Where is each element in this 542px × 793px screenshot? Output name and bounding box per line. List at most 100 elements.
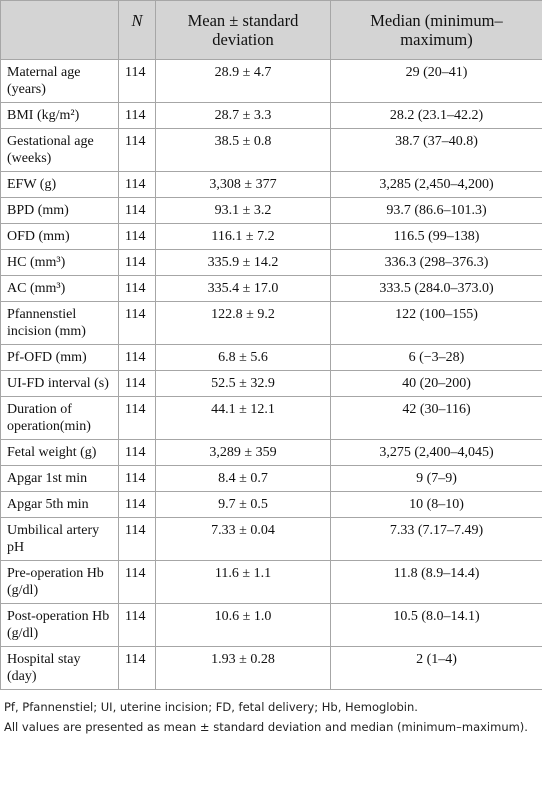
cell: 116.5 (99–138) — [330, 223, 542, 250]
row-label: AC (mm³) — [0, 275, 119, 302]
table-row: OFD (mm) 114 116.1 ± 7.2 116.5 (99–138) — [0, 223, 542, 250]
cell: 11.6 ± 1.1 — [155, 560, 331, 604]
row-label: Pfannenstiel incision (mm) — [0, 301, 119, 345]
table-row: Gestational age (weeks) 114 38.5 ± 0.8 38.7… — [0, 128, 542, 172]
table-row: Apgar 5th min 114 9.7 ± 0.5 10 (8–10) — [0, 491, 542, 518]
cell: 114 — [118, 275, 156, 302]
row-label: EFW (g) — [0, 171, 119, 198]
cell: 114 — [118, 603, 156, 647]
cell: 8.4 ± 0.7 — [155, 465, 331, 492]
cell: 44.1 ± 12.1 — [155, 396, 331, 440]
table-row: Pre-operation Hb (g/dl) 114 11.6 ± 1.1 11.8… — [0, 560, 542, 604]
cell: 2 (1–4) — [330, 646, 542, 690]
cell: 114 — [118, 646, 156, 690]
footnote: Pf, Pfannenstiel; UI, uterine incision; … — [4, 700, 418, 714]
cell: 114 — [118, 439, 156, 466]
cell: 28.7 ± 3.3 — [155, 102, 331, 129]
row-label: Umbilical artery pH — [0, 517, 119, 561]
cell: 3,285 (2,450–4,200) — [330, 171, 542, 198]
cell: 114 — [118, 128, 156, 172]
cell: 10.6 ± 1.0 — [155, 603, 331, 647]
row-label: Duration of operation(min) — [0, 396, 119, 440]
row-label: Fetal weight (g) — [0, 439, 119, 466]
cell: 114 — [118, 465, 156, 492]
table-body: Maternal age (years) 114 28.9 ± 4.7 29 (20–… — [0, 59, 542, 690]
row-label: Gestational age (weeks) — [0, 128, 119, 172]
table-row: Duration of operation(min) 114 44.1 ± 12.1… — [0, 396, 542, 440]
cell: 3,275 (2,400–4,045) — [330, 439, 542, 466]
cell: 114 — [118, 560, 156, 604]
footnotes: Pf, Pfannenstiel; UI, uterine incision; … — [0, 690, 542, 736]
row-label: UI-FD interval (s) — [0, 370, 119, 397]
cell: 52.5 ± 32.9 — [155, 370, 331, 397]
cell: 10.5 (8.0–14.1) — [330, 603, 542, 647]
cell: 114 — [118, 102, 156, 129]
row-label: BPD (mm) — [0, 197, 119, 224]
cell: 42 (30–116) — [330, 396, 542, 440]
table-row: BPD (mm) 114 93.1 ± 3.2 93.7 (86.6–101.3) — [0, 197, 542, 224]
cell: 3,289 ± 359 — [155, 439, 331, 466]
row-label: Pf-OFD (mm) — [0, 344, 119, 371]
table-row: EFW (g) 114 3,308 ± 377 3,285 (2,450–4,200) — [0, 171, 542, 198]
cell: 3,308 ± 377 — [155, 171, 331, 198]
table-row: Pfannenstiel incision (mm) 114 122.8 ± 9.2… — [0, 301, 542, 345]
table-row: Maternal age (years) 114 28.9 ± 4.7 29 (20–… — [0, 59, 542, 103]
cell: 114 — [118, 197, 156, 224]
row-label: BMI (kg/m²) — [0, 102, 119, 129]
row-label: Pre-operation Hb (g/dl) — [0, 560, 119, 604]
header-cell: Mean ± standard deviation — [155, 0, 331, 60]
cell: 114 — [118, 370, 156, 397]
cell: 10 (8–10) — [330, 491, 542, 518]
cell: 114 — [118, 223, 156, 250]
cell: 9.7 ± 0.5 — [155, 491, 331, 518]
cell: 122 (100–155) — [330, 301, 542, 345]
header-cell: Median (minimum–maximum) — [330, 0, 542, 60]
table-row: Umbilical artery pH 114 7.33 ± 0.04 7.33 (7… — [0, 517, 542, 561]
table-row: Pf-OFD (mm) 114 6.8 ± 5.6 6 (−3–28) — [0, 344, 542, 371]
table-row: Post-operation Hb (g/dl) 114 10.6 ± 1.0 10.… — [0, 603, 542, 647]
row-label: Maternal age (years) — [0, 59, 119, 103]
cell: 28.2 (23.1–42.2) — [330, 102, 542, 129]
cell: 114 — [118, 344, 156, 371]
cell: 29 (20–41) — [330, 59, 542, 103]
cell: 7.33 (7.17–7.49) — [330, 517, 542, 561]
cell: 7.33 ± 0.04 — [155, 517, 331, 561]
cell: 335.4 ± 17.0 — [155, 275, 331, 302]
cell: 1.93 ± 0.28 — [155, 646, 331, 690]
cell: 122.8 ± 9.2 — [155, 301, 331, 345]
header-cell: N — [118, 0, 156, 60]
cell: 6.8 ± 5.6 — [155, 344, 331, 371]
cell: 9 (7–9) — [330, 465, 542, 492]
row-label: Hospital stay (day) — [0, 646, 119, 690]
row-label: Apgar 5th min — [0, 491, 119, 518]
table-row: UI-FD interval (s) 114 52.5 ± 32.9 40 (20–2… — [0, 370, 542, 397]
header-row: N Mean ± standard deviation Median (minimu… — [0, 0, 542, 60]
cell: 93.1 ± 3.2 — [155, 197, 331, 224]
cell: 40 (20–200) — [330, 370, 542, 397]
footnote: All values are presented as mean ± stand… — [4, 720, 528, 734]
cell: 11.8 (8.9–14.4) — [330, 560, 542, 604]
cell: 114 — [118, 249, 156, 276]
cell: 114 — [118, 491, 156, 518]
table-row: Apgar 1st min 114 8.4 ± 0.7 9 (7–9) — [0, 465, 542, 492]
cell: 93.7 (86.6–101.3) — [330, 197, 542, 224]
table-row: BMI (kg/m²) 114 28.7 ± 3.3 28.2 (23.1–42.2) — [0, 102, 542, 129]
cell: 333.5 (284.0–373.0) — [330, 275, 542, 302]
table-row: Hospital stay (day) 114 1.93 ± 0.28 2 (1–4) — [0, 646, 542, 690]
row-label: HC (mm³) — [0, 249, 119, 276]
cell: 28.9 ± 4.7 — [155, 59, 331, 103]
cell: 6 (−3–28) — [330, 344, 542, 371]
cell: 38.5 ± 0.8 — [155, 128, 331, 172]
table-row: Fetal weight (g) 114 3,289 ± 359 3,275 (2,4… — [0, 439, 542, 466]
cell: 336.3 (298–376.3) — [330, 249, 542, 276]
cell: 116.1 ± 7.2 — [155, 223, 331, 250]
table-row: AC (mm³) 114 335.4 ± 17.0 333.5 (284.0–373.… — [0, 275, 542, 302]
cell: 114 — [118, 396, 156, 440]
row-label: Post-operation Hb (g/dl) — [0, 603, 119, 647]
cell: 114 — [118, 301, 156, 345]
cell: 38.7 (37–40.8) — [330, 128, 542, 172]
header-cell — [0, 0, 119, 60]
row-label: Apgar 1st min — [0, 465, 119, 492]
data-table: N Mean ± standard deviation Median (minimu… — [0, 0, 542, 690]
